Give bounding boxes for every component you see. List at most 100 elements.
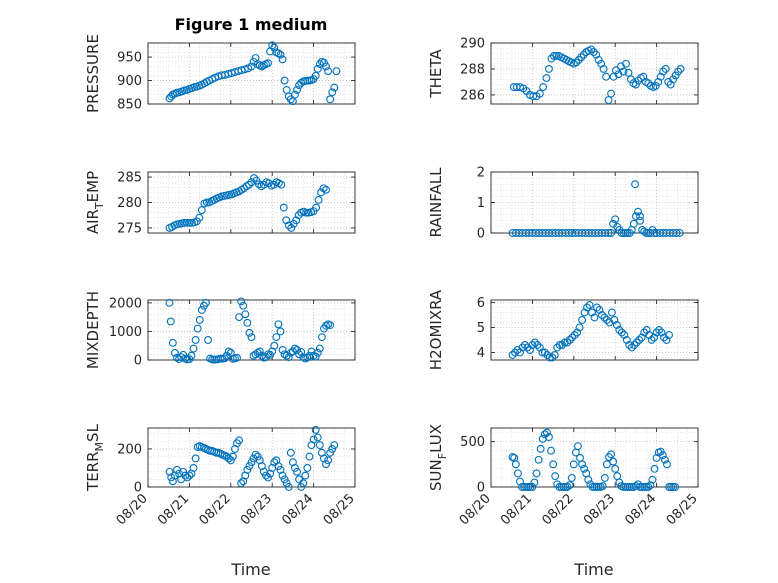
data-point — [226, 456, 235, 465]
data-point — [189, 464, 198, 472]
axes-box — [490, 427, 699, 488]
y-tick-label: 1000 — [109, 325, 142, 340]
data-point — [662, 460, 671, 469]
data-point — [622, 59, 630, 68]
data-point — [523, 343, 532, 352]
data-point — [560, 338, 569, 347]
data-point — [539, 83, 548, 92]
data-point — [293, 467, 301, 476]
axes-box — [147, 427, 356, 488]
data-point — [631, 80, 640, 89]
data-point — [543, 351, 552, 359]
data-point — [619, 67, 628, 76]
data-point — [516, 477, 524, 486]
data-point — [651, 81, 660, 90]
data-point — [634, 207, 642, 216]
data-point — [532, 469, 541, 478]
data-point — [534, 455, 543, 464]
data-point — [173, 353, 181, 362]
data-point — [535, 89, 544, 98]
x-tick-label: 08/21 — [498, 491, 535, 528]
data-point — [191, 336, 200, 344]
subplot-5: 0 1000 2000 MIXDEPTH — [84, 291, 356, 369]
data-point — [538, 348, 547, 357]
data-point — [674, 67, 683, 76]
data-point — [264, 473, 273, 482]
data-point — [235, 313, 244, 322]
data-point — [293, 85, 301, 94]
data-point — [274, 49, 283, 58]
data-point — [268, 41, 277, 50]
data-point — [630, 341, 639, 349]
data-point — [542, 428, 551, 437]
y-axis-label: THETA — [427, 49, 445, 99]
y-tick-label: 0 — [477, 227, 485, 242]
x-tick-label: 08/23 — [581, 491, 618, 528]
data-point — [648, 475, 657, 484]
data-point — [551, 472, 560, 481]
data-point — [315, 344, 324, 353]
data-point — [262, 471, 270, 480]
data-point — [607, 308, 616, 317]
y-tick-label: 286 — [460, 88, 485, 103]
data-point — [274, 462, 283, 471]
data-point — [600, 473, 609, 482]
data-point — [180, 218, 189, 227]
axes-box — [147, 42, 356, 105]
data-point — [528, 341, 537, 349]
data-point — [580, 308, 589, 317]
y-axis-label: TERRMSL — [84, 423, 106, 492]
y-tick-label: 290 — [460, 37, 485, 52]
data-point — [659, 67, 668, 76]
data-point — [579, 50, 588, 59]
data-point — [191, 454, 200, 463]
data-point — [516, 348, 524, 357]
data-point — [255, 180, 263, 189]
data-point — [166, 317, 175, 326]
data-point — [636, 216, 644, 225]
data-point — [669, 75, 678, 84]
data-point — [640, 328, 649, 337]
subplot-3: 275 280 285 AIRTEMP — [84, 171, 356, 236]
data-point — [286, 348, 295, 357]
data-point — [636, 212, 644, 221]
data-point — [627, 343, 636, 352]
data-point — [602, 316, 611, 324]
data-point — [276, 50, 285, 59]
data-point — [642, 326, 651, 334]
x-tick-label: 08/20 — [457, 491, 494, 528]
x-tick-label: 08/20 — [114, 491, 151, 528]
data-point — [257, 62, 266, 71]
data-point — [286, 448, 295, 457]
data-point — [245, 328, 254, 337]
data-point — [253, 452, 262, 461]
data-point — [530, 338, 539, 347]
data-point — [247, 333, 256, 342]
data-point — [251, 450, 260, 459]
data-point — [646, 481, 655, 490]
data-point — [317, 333, 326, 342]
data-point — [565, 481, 574, 490]
data-point — [243, 318, 252, 327]
data-point — [202, 298, 210, 307]
data-point — [613, 472, 622, 481]
data-point — [269, 180, 278, 189]
data-point — [330, 83, 339, 92]
data-point — [621, 483, 630, 491]
data-point — [284, 353, 293, 362]
data-point — [542, 74, 551, 82]
data-point — [578, 460, 587, 469]
data-point — [322, 185, 330, 194]
data-point — [518, 343, 527, 352]
data-point — [632, 338, 641, 347]
data-point — [545, 433, 553, 442]
data-point — [601, 229, 610, 237]
data-point — [284, 483, 293, 491]
data-point — [540, 430, 549, 439]
x-axis-label-right: Time — [573, 560, 613, 579]
data-point — [577, 53, 586, 62]
data-point — [277, 180, 286, 189]
data-point — [585, 301, 594, 309]
data-point — [647, 336, 656, 344]
